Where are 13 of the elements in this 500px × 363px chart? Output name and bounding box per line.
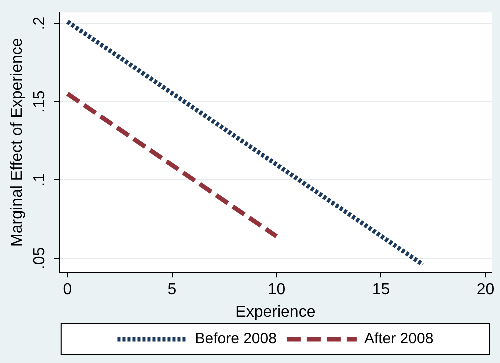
y-tick-label: .15	[32, 90, 49, 113]
x-tick-label: 10	[268, 282, 286, 299]
y-tick-label: .1	[32, 173, 49, 187]
x-tick-label: 0	[63, 282, 72, 299]
y-tick-label: .05	[32, 247, 49, 270]
x-tick-label: 5	[168, 282, 177, 299]
x-axis-title: Experience	[236, 304, 316, 321]
legend-label: After 2008	[364, 330, 434, 348]
x-tick-label: 15	[372, 282, 390, 299]
legend-label: Before 2008	[195, 330, 277, 348]
x-tick-label: 20	[476, 282, 495, 299]
y-tick-label: .2	[32, 16, 49, 30]
y-axis-title: Marginal Effect of Experience	[9, 38, 26, 247]
